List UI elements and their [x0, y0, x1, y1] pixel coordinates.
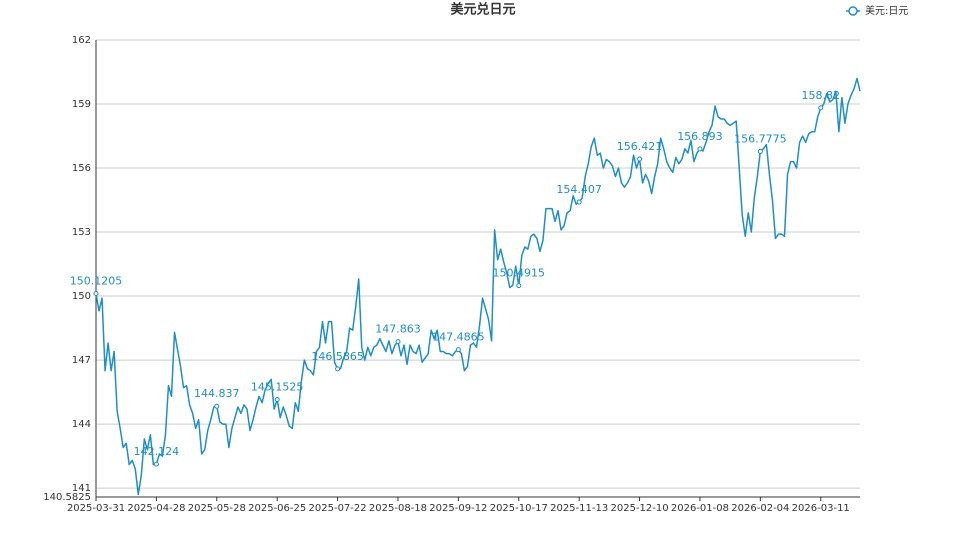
y-tick-label: 140.5825: [43, 492, 91, 503]
point: [455, 347, 461, 353]
point: [818, 105, 824, 111]
x-tick-label: 2025-05-28: [188, 503, 246, 514]
point: [214, 403, 220, 409]
point: [576, 199, 582, 205]
y-tick-label: 141: [72, 483, 91, 494]
point: [637, 156, 643, 162]
x-tick-label: 2025-07-22: [309, 503, 367, 514]
x-tick-label: 2025-03-31: [67, 503, 125, 514]
chart-title: 美元兑日元: [450, 2, 515, 18]
data-label: 147.4865: [432, 331, 485, 344]
point: [93, 290, 99, 296]
data-label: 147.863: [375, 323, 421, 336]
data-label: 144.837: [194, 387, 240, 400]
data-label: 154.407: [556, 183, 602, 196]
data-label: 156.893: [677, 130, 723, 143]
point: [516, 283, 522, 289]
data-label: 156.421: [617, 140, 663, 153]
data-label: 150.4915: [493, 267, 546, 280]
data-label: 156.7775: [734, 132, 787, 145]
point: [153, 461, 159, 467]
x-tick-label: 2025-10-17: [490, 503, 548, 514]
y-tick-label: 153: [72, 227, 91, 238]
data-label: 150.1205: [70, 274, 123, 287]
x-tick-label: 2025-08-18: [369, 503, 427, 514]
y-tick-label: 156: [72, 163, 91, 174]
data-label: 145.1525: [251, 380, 304, 393]
y-tick-label: 144: [72, 419, 91, 430]
data-label: 142.124: [134, 445, 180, 458]
x-tick-label: 2025-04-28: [127, 503, 185, 514]
series-line: [95, 77, 861, 496]
data-label: 146.5865: [311, 350, 364, 363]
x-tick-label: 2025-12-10: [610, 503, 668, 514]
x-tick-label: 2026-02-04: [731, 503, 789, 514]
y-tick-label: 147: [72, 355, 91, 366]
legend-label: 美元:日元: [865, 4, 908, 17]
x-tick-label: 2025-06-25: [248, 503, 306, 514]
point: [274, 396, 280, 402]
legend-marker: [848, 6, 858, 16]
x-tick-label: 2026-01-08: [671, 503, 729, 514]
x-tick-label: 2025-09-12: [429, 503, 487, 514]
point: [335, 366, 341, 372]
y-tick-label: 150: [72, 291, 91, 302]
data-label: 158.82: [801, 89, 840, 102]
point: [395, 339, 401, 345]
x-tick-label: 2026-03-11: [792, 503, 850, 514]
y-tick-label: 162: [72, 35, 91, 46]
point: [757, 148, 763, 154]
x-tick-label: 2025-11-13: [550, 503, 608, 514]
point: [697, 146, 703, 152]
y-tick-label: 159: [72, 99, 91, 110]
